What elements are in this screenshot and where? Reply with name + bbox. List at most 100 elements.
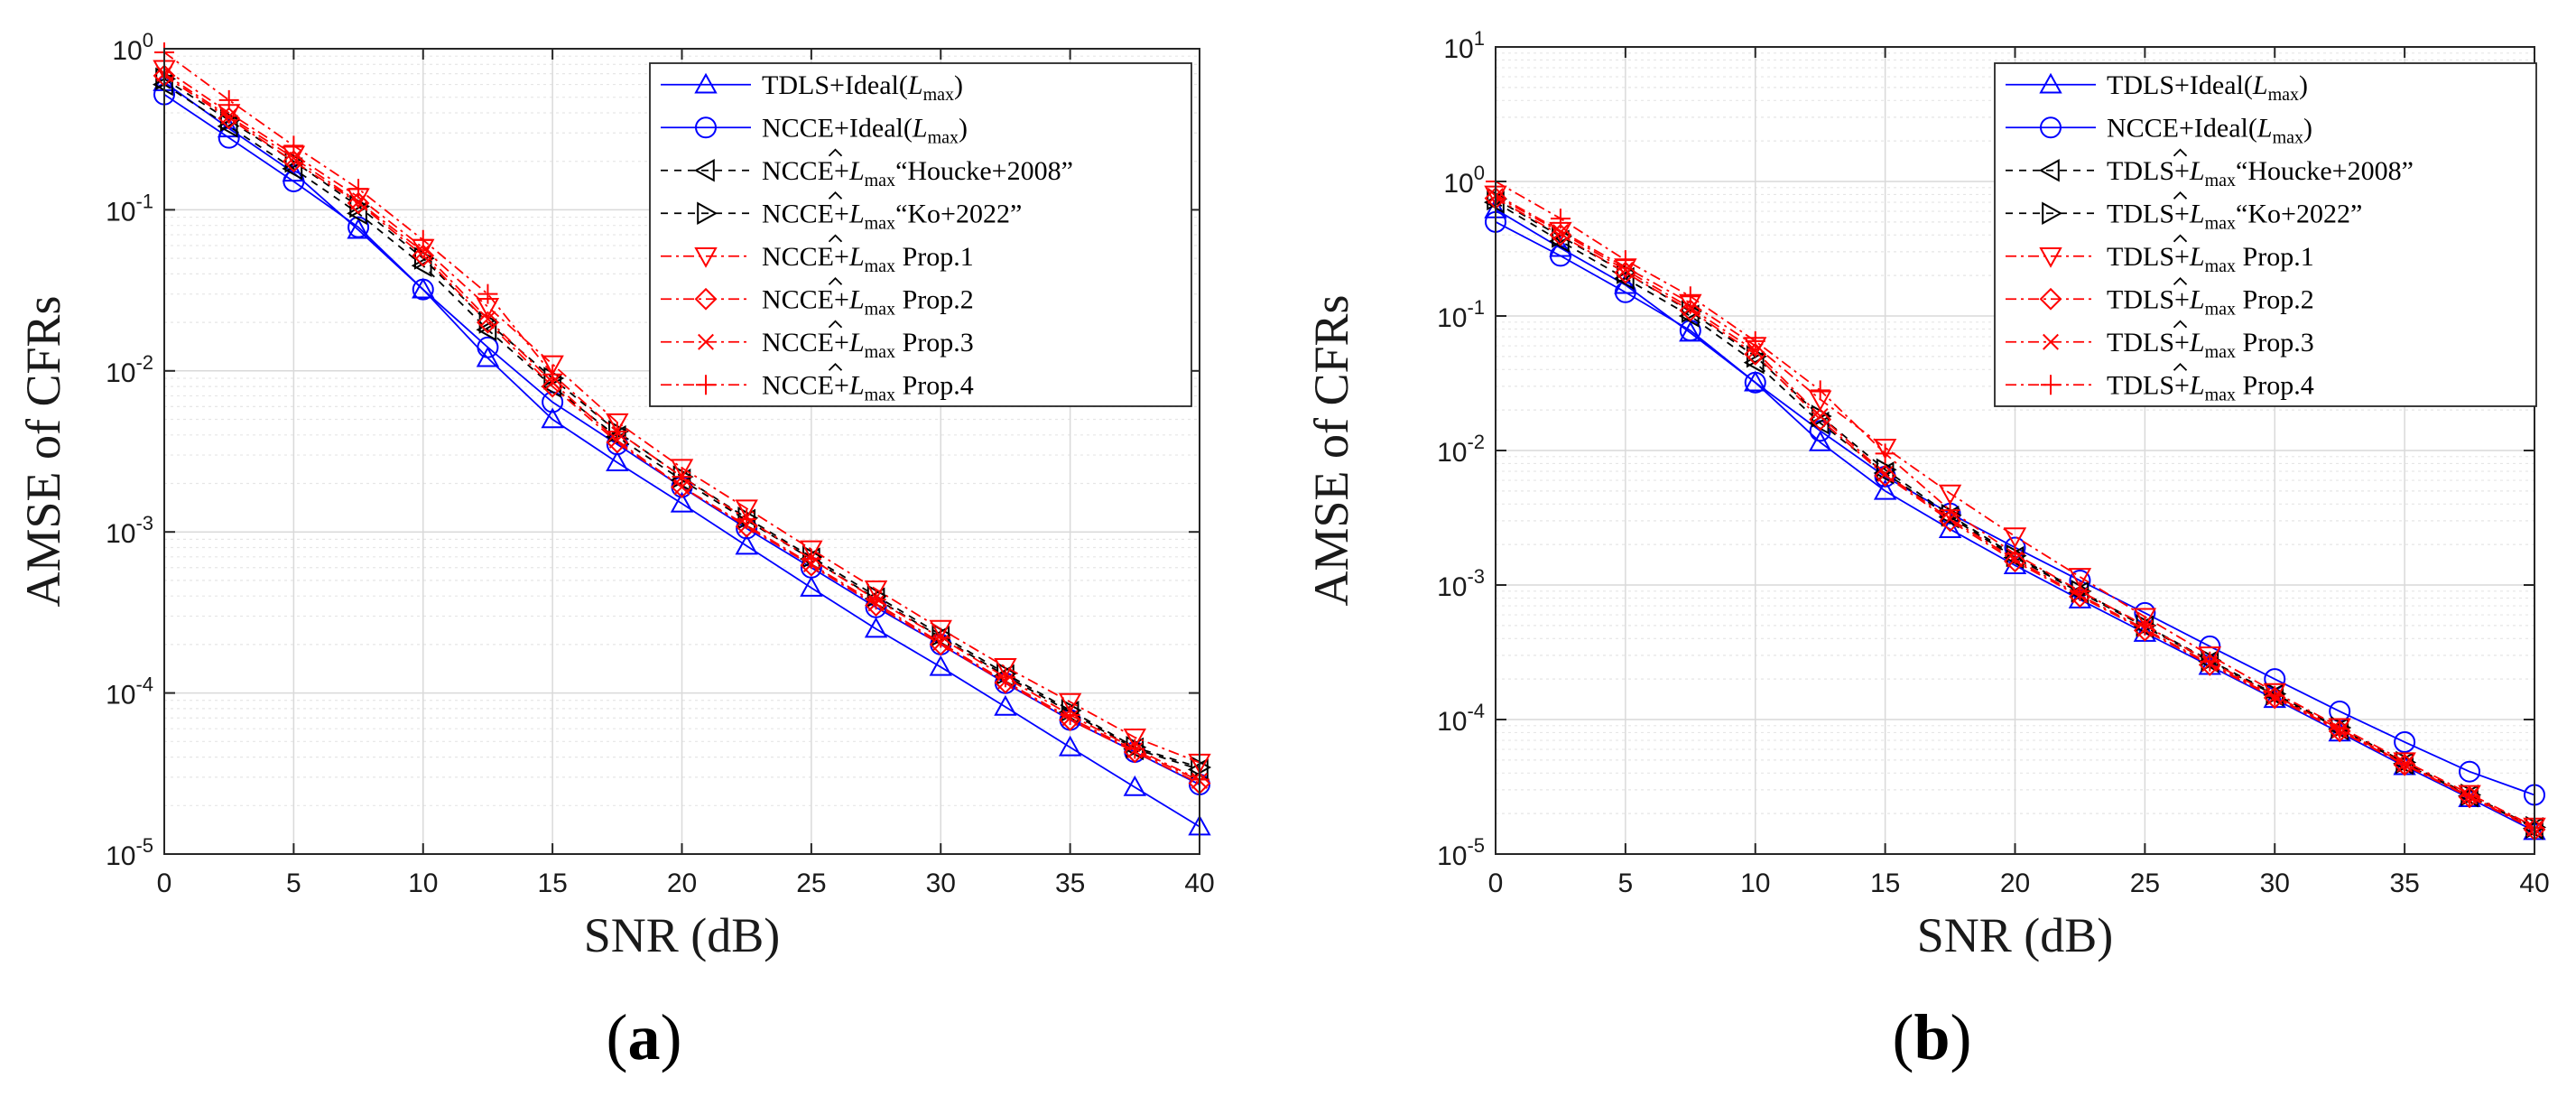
data-point: [1123, 728, 1147, 749]
data-point: [479, 311, 496, 328]
data-point: [606, 413, 629, 434]
data-point: [672, 467, 692, 488]
legend-label: NCCE+Lmax Prop.1: [762, 242, 974, 276]
data-point: [2133, 608, 2157, 629]
y-tick-label: 10-2: [1437, 431, 1485, 468]
x-tick-label: 20: [2000, 868, 2030, 898]
data-point: [1939, 509, 1961, 533]
data-point: [929, 633, 952, 656]
data-point: [1938, 517, 1962, 538]
data-point: [283, 135, 304, 156]
data-point: [2394, 730, 2416, 753]
data-point: [864, 617, 888, 638]
data-point: [1680, 286, 1700, 307]
data-point: [1745, 330, 1765, 351]
data-point: [348, 179, 369, 200]
hat-accent: [828, 234, 843, 243]
data-point: [218, 89, 239, 110]
data-point: [1875, 443, 1895, 464]
data-point: [1873, 439, 1897, 460]
y-tick-label: 10-4: [1437, 700, 1485, 737]
series-8: [1486, 172, 2544, 839]
data-point: [350, 193, 367, 210]
data-point: [2395, 753, 2415, 774]
data-point: [2070, 581, 2090, 601]
data-point: [2068, 568, 2092, 590]
legend-label: NCCE+Lmax“Ko+2022”: [762, 199, 1022, 233]
x-tick-label: 0: [1488, 868, 1504, 898]
hat-accent: [2173, 148, 2188, 157]
data-point: [541, 375, 564, 398]
figure-panel-a: 0 5 10 15 20 25 30 35 40 100 10-1 10-2 10-3 10-4 10-5 S…: [16, 29, 1215, 1073]
legend-marker: [696, 375, 716, 395]
data-point: [737, 506, 759, 530]
legend-marker: [694, 287, 718, 311]
figure-panel-b: 0 5 10 15 20 25 30 35 40 101 100 10-1 10-2 10-3 10-4 10…: [1288, 0, 2576, 1096]
legend-item: TDLS+Lmax Prop.3: [2006, 320, 2314, 362]
legend: TDLS+Ideal(Lmax) NCCE+Ideal(Lmax) TDLS+Lma…: [1994, 62, 2537, 407]
data-point: [994, 671, 1017, 694]
data-point: [735, 515, 758, 538]
y-tick-label: 10-1: [106, 190, 153, 227]
data-point: [2069, 585, 2091, 608]
data-point: [476, 318, 497, 341]
hat-accent: [2173, 234, 2188, 243]
data-point: [994, 694, 1017, 716]
legend-label: NCCE+Lmax Prop.2: [762, 284, 974, 319]
hat-accent: [828, 276, 843, 285]
y-tick-label: 10-3: [1437, 565, 1485, 602]
legend-marker: [2043, 333, 2059, 350]
legend-label: TDLS+Lmax Prop.1: [2107, 242, 2314, 276]
y-tick-label: 10-5: [106, 834, 153, 871]
data-point: [1552, 224, 1569, 241]
legend-label: NCCE+Lmax“Houcke+2008”: [762, 156, 1073, 190]
legend-item: TDLS+Ideal(Lmax): [661, 70, 963, 105]
legend-item: NCCE+Lmax Prop.2: [661, 276, 974, 319]
data-point: [1125, 738, 1145, 759]
y-axis-label: AMSE of CFRs: [1304, 294, 1358, 606]
data-point: [347, 216, 370, 238]
data-point: [1615, 250, 1635, 271]
legend-label: NCCE+Lmax Prop.4: [762, 370, 974, 404]
x-tick-label: 35: [2389, 868, 2419, 898]
x-tick-label: 35: [1055, 868, 1085, 898]
legend-marker: [697, 201, 718, 225]
y-tick-label: 100: [1443, 162, 1485, 199]
data-point: [800, 576, 823, 597]
legend-item: TDLS+Ideal(Lmax): [2006, 70, 2308, 105]
data-point: [2135, 615, 2155, 636]
data-point: [800, 540, 823, 562]
x-tick-label: 40: [2519, 868, 2549, 898]
data-point: [347, 191, 370, 215]
data-point: [1938, 484, 1962, 506]
data-point: [1058, 692, 1082, 714]
data-point: [477, 283, 498, 304]
legend-marker: [2039, 72, 2062, 94]
hat-accent: [2173, 320, 2188, 329]
data-point: [1809, 408, 1832, 432]
legend-marker: [695, 116, 717, 139]
data-point: [2133, 618, 2156, 642]
legend-item: NCCE+Lmax Prop.3: [661, 320, 974, 362]
data-point: [671, 476, 693, 498]
data-point: [929, 619, 952, 641]
data-point: [606, 450, 629, 472]
y-tick-label: 10-3: [106, 512, 153, 549]
data-point: [347, 201, 367, 226]
x-tick-label: 40: [1184, 868, 1214, 898]
data-point: [931, 627, 951, 648]
data-point: [735, 499, 758, 521]
data-point: [1614, 261, 1637, 284]
data-point: [866, 590, 886, 610]
data-point: [929, 655, 952, 676]
legend-box: [1994, 62, 2537, 407]
legend-label: TDLS+Ideal(Lmax): [2107, 70, 2308, 105]
data-point: [477, 311, 499, 334]
legend-box: [649, 62, 1192, 407]
data-point: [2263, 686, 2286, 710]
data-point: [1549, 223, 1572, 246]
legend-item: TDLS+Lmax Prop.1: [2006, 234, 2314, 276]
legend-label: TDLS+Lmax Prop.3: [2107, 328, 2314, 362]
x-tick-label: 10: [1740, 868, 1770, 898]
legend-label: NCCE+Ideal(Lmax): [762, 113, 968, 147]
